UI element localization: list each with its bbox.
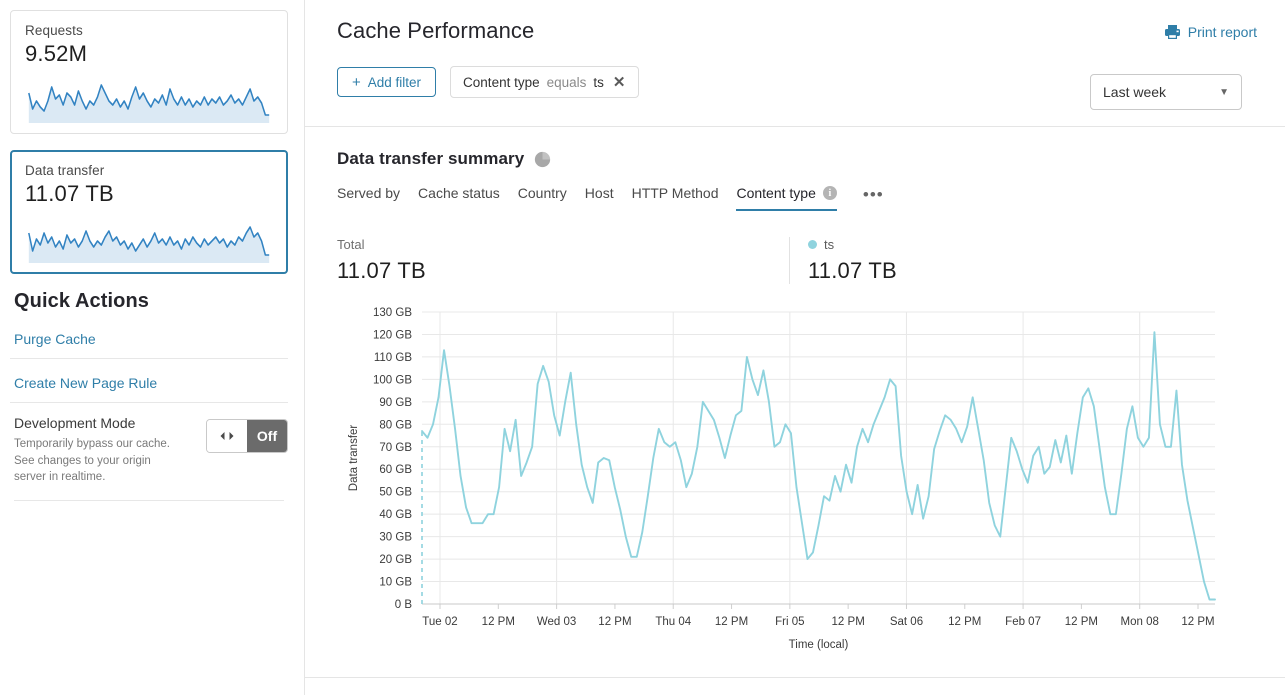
add-filter-label: Add filter: [367, 74, 422, 90]
svg-text:0 B: 0 B: [395, 599, 413, 611]
quick-action-create-page-rule[interactable]: Create New Page Rule: [10, 371, 288, 403]
svg-text:Sat 06: Sat 06: [890, 616, 923, 628]
stat-card-value: 9.52M: [25, 41, 88, 66]
tab-country[interactable]: Country: [517, 185, 567, 201]
svg-text:12 PM: 12 PM: [1181, 616, 1214, 628]
quick-action-purge-cache[interactable]: Purge Cache: [10, 327, 288, 359]
stat-card-label: Data transfer: [25, 163, 105, 178]
svg-text:Thu 04: Thu 04: [655, 616, 691, 628]
svg-text:30 GB: 30 GB: [379, 532, 412, 544]
series-color-dot: [808, 240, 817, 249]
stat-card-data-transfer[interactable]: Data transfer 11.07 TB: [10, 150, 288, 274]
svg-text:100 GB: 100 GB: [373, 374, 412, 386]
sidebar: Requests 9.52M Data transfer 11.07 TB Qu…: [0, 0, 305, 695]
printer-icon: [1164, 25, 1180, 39]
development-mode-toggle-state[interactable]: Off: [247, 420, 287, 452]
sparkline-chart-icon: [28, 226, 270, 263]
filter-chip-field: Content type: [463, 74, 540, 90]
tab-content-type-label: Content type: [736, 185, 816, 201]
svg-text:40 GB: 40 GB: [379, 509, 412, 521]
total-label: Total: [337, 237, 365, 252]
print-report-button[interactable]: Print report: [1164, 24, 1257, 40]
svg-text:12 PM: 12 PM: [598, 616, 631, 628]
svg-text:12 PM: 12 PM: [832, 616, 865, 628]
svg-text:Mon 08: Mon 08: [1121, 616, 1159, 628]
plus-icon: +: [352, 73, 361, 91]
summary-tabs: Served by Cache status Country Host HTTP…: [337, 185, 1257, 211]
tabs-overflow-button[interactable]: •••: [862, 185, 884, 204]
svg-text:110 GB: 110 GB: [374, 352, 412, 364]
time-range-value: Last week: [1103, 84, 1167, 100]
svg-text:130 GB: 130 GB: [373, 307, 412, 319]
tab-content-type[interactable]: Content type i: [736, 185, 837, 211]
stat-card-label: Requests: [25, 23, 83, 38]
tab-cache-status[interactable]: Cache status: [418, 185, 500, 201]
filter-chip-content-type[interactable]: Content type equals ts ✕: [450, 66, 639, 98]
svg-text:Time (local): Time (local): [789, 639, 849, 651]
close-icon[interactable]: ✕: [612, 73, 626, 91]
svg-text:120 GB: 120 GB: [373, 329, 412, 341]
pie-chart-icon: [535, 151, 551, 167]
page-header: Cache Performance + Add filter Content t…: [305, 0, 1285, 127]
series-value: 11.07 TB: [808, 258, 897, 283]
filter-chip-value: ts: [593, 74, 604, 90]
filter-bar: + Add filter Content type equals ts ✕: [337, 66, 1257, 98]
svg-text:60 GB: 60 GB: [379, 464, 412, 476]
add-filter-button[interactable]: + Add filter: [337, 67, 437, 97]
main-content: Cache Performance + Add filter Content t…: [305, 0, 1285, 695]
series-label: ts: [824, 237, 835, 252]
panel-header: Data transfer summary: [337, 149, 1257, 169]
line-chart-svg: 0 B 10 GB 20 GB 30 GB 40 GB 50 GB 60 GB 70 GB 80…: [348, 307, 1216, 651]
series-label-row: ts: [808, 237, 897, 252]
data-transfer-summary-panel: Data transfer summary Served by Cache st…: [305, 127, 1285, 662]
svg-text:Wed 03: Wed 03: [537, 616, 576, 628]
time-range-select[interactable]: Last week ▼: [1090, 74, 1242, 110]
svg-text:12 PM: 12 PM: [1065, 616, 1098, 628]
development-mode-description: Temporarily bypass our cache. See change…: [14, 438, 170, 484]
svg-text:10 GB: 10 GB: [379, 577, 412, 589]
panel-title: Data transfer summary: [337, 149, 525, 168]
development-mode-toggle[interactable]: Off: [206, 419, 288, 453]
svg-text:12 PM: 12 PM: [715, 616, 748, 628]
quick-actions-title: Quick Actions: [14, 290, 150, 312]
development-mode-texts: Development Mode Temporarily bypass our …: [14, 415, 206, 486]
series-block: ts 11.07 TB: [789, 237, 897, 284]
chevron-down-icon: ▼: [1219, 86, 1229, 98]
info-icon[interactable]: i: [822, 186, 837, 200]
svg-text:Feb 07: Feb 07: [1005, 616, 1041, 628]
footer-divider: [305, 677, 1285, 678]
svg-text:Tue 02: Tue 02: [422, 616, 457, 628]
development-mode-title: Development Mode: [14, 415, 136, 431]
tab-http-method[interactable]: HTTP Method: [631, 185, 719, 201]
svg-text:70 GB: 70 GB: [379, 442, 412, 454]
svg-text:Data transfer: Data transfer: [348, 425, 360, 492]
svg-text:80 GB: 80 GB: [379, 419, 412, 431]
svg-text:50 GB: 50 GB: [379, 487, 412, 499]
development-mode-row: Development Mode Temporarily bypass our …: [10, 415, 288, 486]
svg-text:12 PM: 12 PM: [482, 616, 515, 628]
svg-text:20 GB: 20 GB: [379, 554, 412, 566]
divider: [14, 500, 284, 502]
data-transfer-chart: 0 B 10 GB 20 GB 30 GB 40 GB 50 GB 60 GB 70 GB 80…: [337, 302, 1257, 662]
total-block: Total 11.07 TB: [337, 237, 789, 284]
tab-served-by[interactable]: Served by: [337, 185, 401, 201]
sparkline-chart-icon: [28, 84, 270, 123]
svg-text:Fri 05: Fri 05: [775, 616, 804, 628]
stat-card-requests[interactable]: Requests 9.52M: [10, 10, 288, 134]
stat-card-value: 11.07 TB: [25, 181, 114, 206]
summary-totals: Total 11.07 TB ts 11.07 TB: [337, 237, 1257, 284]
total-value: 11.07 TB: [337, 258, 426, 283]
left-right-arrow-icon[interactable]: [207, 420, 247, 452]
print-report-label: Print report: [1187, 24, 1257, 40]
page-title: Cache Performance: [337, 18, 535, 43]
svg-text:90 GB: 90 GB: [379, 397, 412, 409]
filter-chip-operator: equals: [546, 74, 587, 90]
tab-host[interactable]: Host: [584, 185, 614, 201]
svg-text:12 PM: 12 PM: [948, 616, 981, 628]
